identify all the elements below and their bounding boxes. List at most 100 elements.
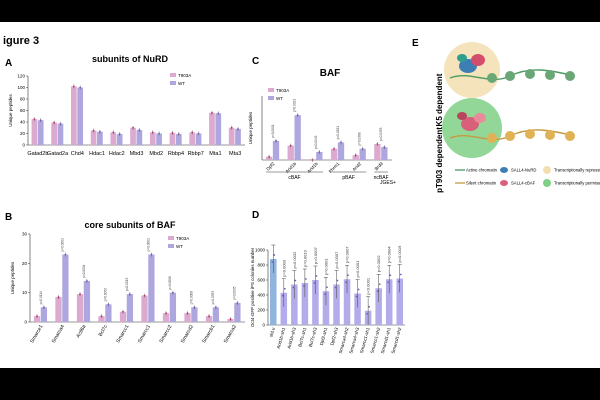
permissive-niche-icon <box>543 179 551 187</box>
bar-t903a <box>90 130 97 145</box>
sall4-cbaf-complex-icon <box>457 112 486 131</box>
panel-d-letter: D <box>252 210 259 221</box>
legend-label: T903A <box>178 73 191 78</box>
data-point <box>387 281 390 284</box>
bar-wt <box>136 130 143 145</box>
bar-wt <box>83 280 91 322</box>
bar-t903a <box>184 313 191 322</box>
data-point <box>376 290 379 293</box>
bar <box>396 278 403 325</box>
legend-swatch-wt <box>268 96 274 100</box>
legend-label-active: Active chromatin <box>466 168 498 173</box>
legend-label: WT <box>276 96 283 101</box>
bar-t903a <box>374 144 381 160</box>
bar-wt <box>316 152 323 160</box>
legend-swatch-t903a <box>170 73 176 77</box>
data-point <box>79 293 81 296</box>
category-label: Chd4 <box>71 151 84 157</box>
y-tick-label: 60 <box>20 108 26 113</box>
data-point <box>118 133 121 135</box>
bar-t903a <box>51 122 57 145</box>
bar <box>375 288 382 325</box>
category-label: Mbd3 <box>130 151 144 157</box>
category-label: Mbd2 <box>149 151 163 157</box>
bar-wt <box>175 134 182 145</box>
bar <box>270 259 277 325</box>
data-point <box>229 318 232 320</box>
p-value-annotation: p=0.0368 <box>358 132 362 146</box>
bar-t903a <box>169 132 176 145</box>
category-label: Smarcd1-sh2 <box>390 326 402 354</box>
legend-label-nurd: SALL4-NuRD <box>511 168 536 173</box>
legend-label: WT <box>176 244 183 249</box>
y-tick-label: 30 <box>22 232 28 237</box>
bar <box>333 284 340 325</box>
p-value-annotation: p<0.0001 <box>355 260 360 278</box>
data-point <box>340 141 342 144</box>
data-point <box>143 294 146 297</box>
data-point <box>313 282 316 284</box>
data-point <box>361 147 364 150</box>
data-point <box>268 155 270 158</box>
bar <box>354 293 361 325</box>
data-point <box>39 119 42 122</box>
bar-wt <box>156 133 162 145</box>
bar-wt <box>148 254 155 322</box>
p-value-annotation: p=0.0032 <box>292 251 297 269</box>
data-point <box>275 139 277 142</box>
panel-e-vlabel-top: K5 dependent <box>435 73 444 126</box>
p-value-annotation: p=0.0010 <box>302 249 307 267</box>
data-point <box>355 295 358 298</box>
p-value-annotation: p<0.0001 <box>60 238 64 252</box>
bar-t903a <box>31 119 38 145</box>
bar-wt <box>105 304 112 322</box>
panel-b-title: core subunits of BAF <box>84 220 176 230</box>
p-value-annotation: p=0.0052 <box>103 288 107 302</box>
data-point <box>311 159 314 161</box>
bar-t903a <box>352 155 359 160</box>
data-point <box>281 294 284 297</box>
data-point <box>296 114 299 117</box>
data-point <box>57 296 60 298</box>
bar-wt <box>62 254 69 322</box>
panel-c-footer: JGES+ <box>380 180 396 186</box>
panel-e: E K5 dependent pT903 dependent Active ch… <box>412 38 600 193</box>
panel-c: C BAF JGES+ Unique peptides Dpf2 p<0.0001 A… <box>248 56 396 186</box>
data-point <box>366 312 369 315</box>
data-point <box>271 261 274 263</box>
data-point <box>208 315 210 318</box>
bar-wt <box>381 147 388 160</box>
p-value-annotation: p=0.0006 <box>168 276 172 290</box>
bar <box>343 279 351 325</box>
category-label: Arid1b-sh3 <box>286 326 297 349</box>
y-tick-label: 600 <box>257 278 265 283</box>
repressive-niche-icon <box>543 166 551 174</box>
p-value-annotation: p<0.0001 <box>146 238 150 252</box>
data-point <box>211 111 213 114</box>
bar-wt <box>272 140 280 160</box>
p-value-annotation: p=0.0008 <box>189 291 193 305</box>
bar-t903a <box>287 145 294 160</box>
category-label: Smarcc1-sh2 <box>369 326 381 353</box>
data-point <box>315 275 318 277</box>
bar-t903a <box>130 127 136 145</box>
category-label: Smarcd1-sh1 <box>380 326 392 354</box>
sall4-nurd-icon <box>500 167 508 173</box>
bar <box>385 279 393 325</box>
y-tick-label: 20 <box>22 261 28 266</box>
data-point <box>79 86 82 89</box>
data-point <box>383 146 386 149</box>
p-value-annotation: p=0.0021 <box>293 99 297 113</box>
data-point <box>354 154 357 157</box>
bar <box>322 291 330 325</box>
data-point <box>72 85 75 88</box>
category-label: Mta3 <box>229 151 241 157</box>
bar-wt <box>77 87 84 145</box>
bar-wt <box>116 134 123 145</box>
p-value-annotation: p=0.0007 <box>345 246 350 264</box>
legend-label-cbaf: SALL4-cBAF <box>511 181 536 186</box>
data-point <box>33 118 36 121</box>
data-point <box>397 280 400 283</box>
category-label: Dpf2-sh3 <box>329 326 339 345</box>
p-value-annotation: p=0.0261 <box>336 126 340 140</box>
